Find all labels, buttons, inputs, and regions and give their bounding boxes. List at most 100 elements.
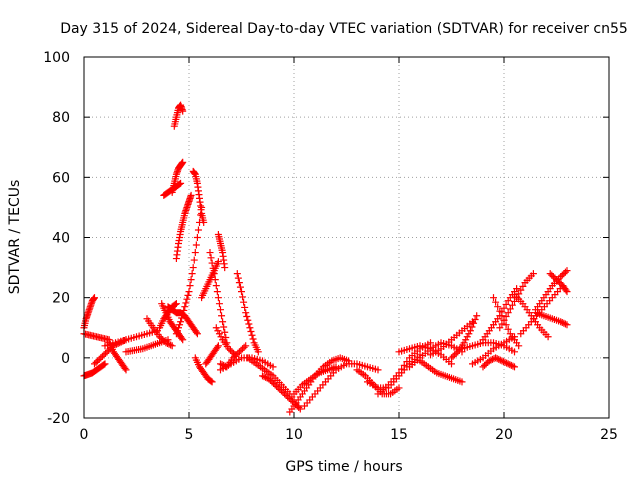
data-point <box>560 319 568 327</box>
series-arc-20 <box>202 342 222 368</box>
data-point <box>466 327 474 335</box>
data-point <box>212 324 220 332</box>
data-point <box>217 360 224 368</box>
data-point <box>482 360 490 368</box>
data-point <box>172 330 180 338</box>
data-point <box>479 363 487 371</box>
data-point <box>502 300 510 308</box>
data-point <box>448 354 455 362</box>
data-point <box>91 360 98 368</box>
data-point <box>200 218 208 226</box>
series-arc-38 <box>427 318 476 359</box>
series-arc-21 <box>206 249 231 347</box>
x-tick-label: 15 <box>390 427 408 443</box>
data-point <box>244 316 252 324</box>
y-axis-label: SDTVAR / TECUs <box>7 180 23 295</box>
data-point <box>213 288 221 296</box>
series-arc-49 <box>532 309 571 329</box>
data-point <box>221 328 229 336</box>
series-arc-01 <box>80 294 98 332</box>
data-point <box>395 384 403 392</box>
data-point <box>214 258 222 266</box>
data-point <box>100 351 108 359</box>
data-point <box>496 324 504 332</box>
data-point <box>238 288 245 296</box>
data-point <box>561 320 569 328</box>
data-point <box>235 348 243 356</box>
data-point <box>427 339 434 347</box>
series-arc-18 <box>191 354 216 386</box>
y-tick-label: -20 <box>47 411 70 427</box>
data-point <box>177 179 185 187</box>
data-point <box>242 309 250 317</box>
data-point <box>176 180 184 188</box>
data-point <box>243 312 251 320</box>
data-point <box>494 303 502 311</box>
data-point <box>556 279 564 287</box>
data-point <box>488 355 496 363</box>
data-point <box>496 307 504 315</box>
data-point <box>403 358 411 366</box>
data-point <box>285 394 293 402</box>
series-arc-26 <box>217 354 277 374</box>
data-point <box>215 330 223 338</box>
x-tick-label: 25 <box>600 427 618 443</box>
data-point <box>273 382 281 390</box>
data-point <box>175 324 182 332</box>
data-point <box>504 309 512 317</box>
data-point <box>400 361 408 369</box>
data-point <box>511 348 518 356</box>
data-point <box>193 330 201 338</box>
series-arc-25 <box>233 270 262 356</box>
data-point <box>500 304 508 312</box>
data-point <box>529 270 537 278</box>
data-point <box>91 294 98 302</box>
data-point <box>242 342 250 350</box>
data-point <box>296 405 304 413</box>
data-point <box>235 279 243 287</box>
data-point <box>271 381 279 389</box>
data-point <box>282 391 290 399</box>
data-point <box>498 357 506 365</box>
data-point <box>232 351 240 359</box>
data-point <box>248 331 256 339</box>
data-point <box>277 387 285 395</box>
data-point <box>236 283 244 291</box>
series-arc-50 <box>546 270 571 296</box>
series-arc-12 <box>168 158 187 196</box>
data-point <box>179 336 187 344</box>
data-point <box>519 282 527 290</box>
data-point <box>287 396 295 404</box>
data-point <box>237 346 245 354</box>
data-point <box>509 362 517 370</box>
data-point <box>156 333 164 341</box>
data-point <box>218 312 226 320</box>
data-point <box>234 274 242 282</box>
data-point <box>122 366 130 374</box>
data-point <box>281 390 289 398</box>
data-point <box>180 306 188 314</box>
x-tick-label: 0 <box>80 427 89 443</box>
y-tick-label: 80 <box>52 110 70 126</box>
data-point <box>448 360 455 368</box>
data-point <box>101 360 109 368</box>
data-point <box>465 330 473 338</box>
data-point <box>215 300 223 308</box>
series-arc-39 <box>448 312 481 362</box>
data-point <box>177 318 185 326</box>
data-point <box>262 373 270 381</box>
data-point <box>208 259 216 267</box>
data-point <box>183 295 191 303</box>
data-point <box>217 306 224 314</box>
data-point <box>451 351 459 359</box>
data-point <box>563 267 571 275</box>
series-arc-44 <box>496 270 537 332</box>
data-point <box>239 345 247 353</box>
plot-frame <box>83 56 610 419</box>
x-tick-label: 10 <box>285 427 303 443</box>
data-point <box>97 354 105 362</box>
data-point <box>274 384 282 392</box>
data-point <box>471 315 479 323</box>
data-point <box>193 234 201 241</box>
data-point <box>208 378 216 386</box>
